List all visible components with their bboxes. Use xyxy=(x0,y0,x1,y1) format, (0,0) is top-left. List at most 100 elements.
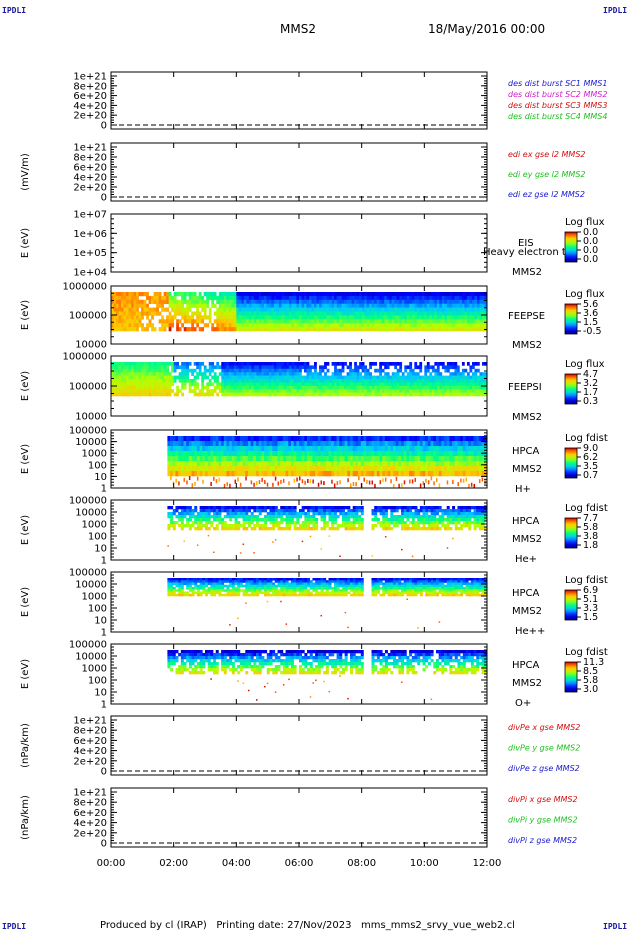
y-tick-label: 10000 xyxy=(75,412,107,423)
y-tick-label: 4e+20 xyxy=(73,818,107,829)
spectrogram-data xyxy=(111,362,488,397)
footer-text: Produced by cl (IRAP) Printing date: 27/… xyxy=(100,920,515,931)
y-tick-label: 1e+06 xyxy=(73,229,107,240)
y-tick-label: 8e+20 xyxy=(73,726,107,737)
colorbar-tick-label: 3.2 xyxy=(583,378,598,389)
panel-label: HPCA xyxy=(512,588,540,599)
y-axis-label: E (eV) xyxy=(20,444,31,474)
panel-label: HPCA xyxy=(512,516,540,527)
corner-mark-bottom-left: IPDLI xyxy=(2,922,27,931)
y-tick-label: 1e+04 xyxy=(73,268,107,279)
colorbar xyxy=(564,303,578,335)
y-tick-label: 10 xyxy=(94,616,107,627)
y-tick-label: 10 xyxy=(94,472,107,483)
colorbar-tick-label: 5.1 xyxy=(583,594,598,605)
y-tick-label: 100 xyxy=(88,604,107,615)
y-axis-label: E (eV) xyxy=(20,587,31,617)
panel-label: HPCA xyxy=(512,446,540,457)
y-tick-label: 8e+20 xyxy=(73,798,107,809)
panel-frame xyxy=(110,213,488,273)
y-tick-label: 10000 xyxy=(75,652,107,663)
y-tick-label: 1e+21 xyxy=(73,788,107,799)
panel-label: H+ xyxy=(515,484,531,495)
y-tick-label: 4e+20 xyxy=(73,101,107,112)
colorbar-tick-label: 3.5 xyxy=(583,461,598,472)
y-tick-label: 1000 xyxy=(82,520,107,531)
colorbar-tick-label: 6.2 xyxy=(583,452,598,463)
colorbar-tick-label: 9.0 xyxy=(583,443,598,454)
y-tick-label: 1e+21 xyxy=(73,72,107,83)
y-tick-label: 8e+20 xyxy=(73,153,107,164)
colorbar-tick-label: 11.3 xyxy=(583,657,604,668)
panel-frame xyxy=(110,142,488,202)
y-tick-label: 100000 xyxy=(69,568,107,579)
legend-entry: edi ez gse l2 MMS2 xyxy=(508,190,585,199)
y-axis-label: (nPa/km) xyxy=(20,723,31,768)
y-tick-label: 6e+20 xyxy=(73,163,107,174)
y-axis-label: (mV/m) xyxy=(20,153,31,191)
colorbar xyxy=(564,589,578,621)
panel-label: MMS2 xyxy=(512,340,542,351)
y-tick-label: 100 xyxy=(88,532,107,543)
x-tick-label: 00:00 xyxy=(97,858,126,869)
x-tick-label: 08:00 xyxy=(347,858,376,869)
legend-entry: edi ex gse l2 MMS2 xyxy=(508,150,586,159)
x-tick-label: 04:00 xyxy=(222,858,251,869)
colorbar-tick-label: 7.7 xyxy=(583,513,598,524)
y-tick-label: 2e+20 xyxy=(73,183,107,194)
legend-entry: des dist burst SC4 MMS4 xyxy=(508,112,607,121)
colorbar xyxy=(564,661,578,693)
y-axis-label: E (eV) xyxy=(20,659,31,689)
corner-mark-top-left: IPDLI xyxy=(2,6,27,15)
colorbar-title: Log flux xyxy=(565,289,605,300)
colorbar-title: Log fdist xyxy=(565,503,608,514)
y-tick-label: 1000 xyxy=(82,664,107,675)
colorbar-tick-label: 0.0 xyxy=(583,254,598,265)
y-tick-label: 100 xyxy=(88,676,107,687)
panel-4: 1000000 100000 10000 E (eV) FEEPSE MMS2 Log fl… xyxy=(20,282,605,352)
panel-label: He+ xyxy=(515,554,537,565)
y-tick-label: 10000 xyxy=(75,580,107,591)
y-tick-label: 100000 xyxy=(69,311,107,322)
y-tick-label: 100000 xyxy=(69,382,107,393)
spacecraft-title: MMS2 xyxy=(280,22,316,36)
colorbar-tick-label: 3.0 xyxy=(583,684,598,695)
colorbar xyxy=(564,373,578,405)
panel-label: MMS2 xyxy=(512,267,542,278)
spectrogram-data xyxy=(167,650,488,701)
colorbar-tick-label: 1.8 xyxy=(583,540,598,551)
colorbar-tick-label: 5.6 xyxy=(583,299,598,310)
y-tick-label: 4e+20 xyxy=(73,746,107,757)
legend-entry: des dist burst SC3 MMS3 xyxy=(508,101,607,110)
y-tick-label: 1e+07 xyxy=(73,210,107,221)
colorbar-tick-label: 0.0 xyxy=(583,245,598,256)
spectrogram-data xyxy=(111,292,488,332)
y-tick-label: 0 xyxy=(101,767,107,778)
panel-5: 1000000 100000 10000 E (eV) FEEPSI MMS2 Log fl… xyxy=(20,352,605,424)
y-tick-label: 10000 xyxy=(75,437,107,448)
legend-entry: des dist burst SC1 MMS1 xyxy=(508,79,607,88)
y-tick-label: 1e+05 xyxy=(73,248,107,259)
colorbar-tick-label: 3.6 xyxy=(583,308,598,319)
y-tick-label: 1e+21 xyxy=(73,143,107,154)
colorbar-tick-label: 0.7 xyxy=(583,470,598,481)
colorbar xyxy=(564,231,578,263)
legend-entry: divPe z gse MMS2 xyxy=(508,764,580,773)
y-tick-label: 100000 xyxy=(69,496,107,507)
colorbar-title: Log flux xyxy=(565,217,605,228)
date-title: 18/May/2016 00:00 xyxy=(428,22,546,36)
colorbar-tick-label: 1.5 xyxy=(583,317,598,328)
legend-entry: divPe x gse MMS2 xyxy=(508,723,580,732)
y-tick-label: 6e+20 xyxy=(73,808,107,819)
y-tick-label: 1 xyxy=(101,628,107,639)
y-tick-label: 100000 xyxy=(69,426,107,437)
x-tick-label: 12:00 xyxy=(473,858,502,869)
legend-entry: des dist burst SC2 MMS2 xyxy=(508,90,607,99)
